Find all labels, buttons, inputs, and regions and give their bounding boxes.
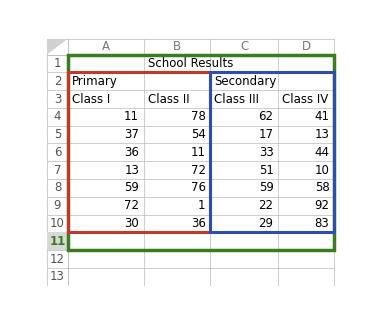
Text: 11: 11 [124, 110, 139, 123]
Text: 2: 2 [54, 75, 61, 88]
Text: 12: 12 [50, 253, 65, 265]
Text: 9: 9 [54, 199, 61, 212]
Text: 62: 62 [259, 110, 273, 123]
Text: 72: 72 [124, 199, 139, 212]
Text: School Results: School Results [148, 57, 233, 70]
Text: 6: 6 [54, 146, 61, 159]
Text: 54: 54 [191, 128, 206, 141]
Text: Class I: Class I [72, 92, 110, 106]
Text: 4: 4 [54, 110, 61, 123]
Text: 11: 11 [191, 146, 206, 159]
Text: 13: 13 [124, 164, 139, 177]
Text: Secondary: Secondary [214, 75, 277, 88]
Bar [68, 72, 210, 232]
Text: 1: 1 [198, 199, 206, 212]
Text: Class IV: Class IV [282, 92, 328, 106]
Text: 78: 78 [191, 110, 206, 123]
Text: 72: 72 [191, 164, 206, 177]
Bar [210, 72, 334, 232]
Text: 11: 11 [49, 235, 66, 248]
Polygon shape [47, 39, 68, 55]
Text: 29: 29 [259, 217, 273, 230]
Text: 59: 59 [124, 181, 139, 195]
Text: 3: 3 [54, 92, 61, 106]
Text: 10: 10 [314, 164, 329, 177]
Bar [47, 232, 68, 250]
Text: 36: 36 [191, 217, 206, 230]
Text: 51: 51 [259, 164, 273, 177]
Text: 83: 83 [315, 217, 329, 230]
Text: 7: 7 [54, 164, 61, 177]
Text: 37: 37 [124, 128, 139, 141]
Text: A: A [102, 40, 110, 53]
Text: 30: 30 [124, 217, 139, 230]
Text: 41: 41 [314, 110, 329, 123]
Text: 5: 5 [54, 128, 61, 141]
Text: 13: 13 [314, 128, 329, 141]
Text: Class III: Class III [214, 92, 259, 106]
Text: 76: 76 [191, 181, 206, 195]
Text: Primary: Primary [72, 75, 118, 88]
Text: 17: 17 [259, 128, 273, 141]
Text: 44: 44 [314, 146, 329, 159]
Text: 33: 33 [259, 146, 273, 159]
Text: 1: 1 [54, 57, 61, 70]
Text: 10: 10 [50, 217, 65, 230]
Text: 8: 8 [54, 181, 61, 195]
Text: 58: 58 [315, 181, 329, 195]
Text: 59: 59 [259, 181, 273, 195]
Text: 13: 13 [50, 270, 65, 283]
Text: B: B [173, 40, 181, 53]
Text: 36: 36 [124, 146, 139, 159]
Bar [68, 55, 334, 250]
Text: D: D [302, 40, 311, 53]
Text: 22: 22 [259, 199, 273, 212]
Text: 92: 92 [314, 199, 329, 212]
Text: Class II: Class II [148, 92, 189, 106]
Text: C: C [240, 40, 249, 53]
